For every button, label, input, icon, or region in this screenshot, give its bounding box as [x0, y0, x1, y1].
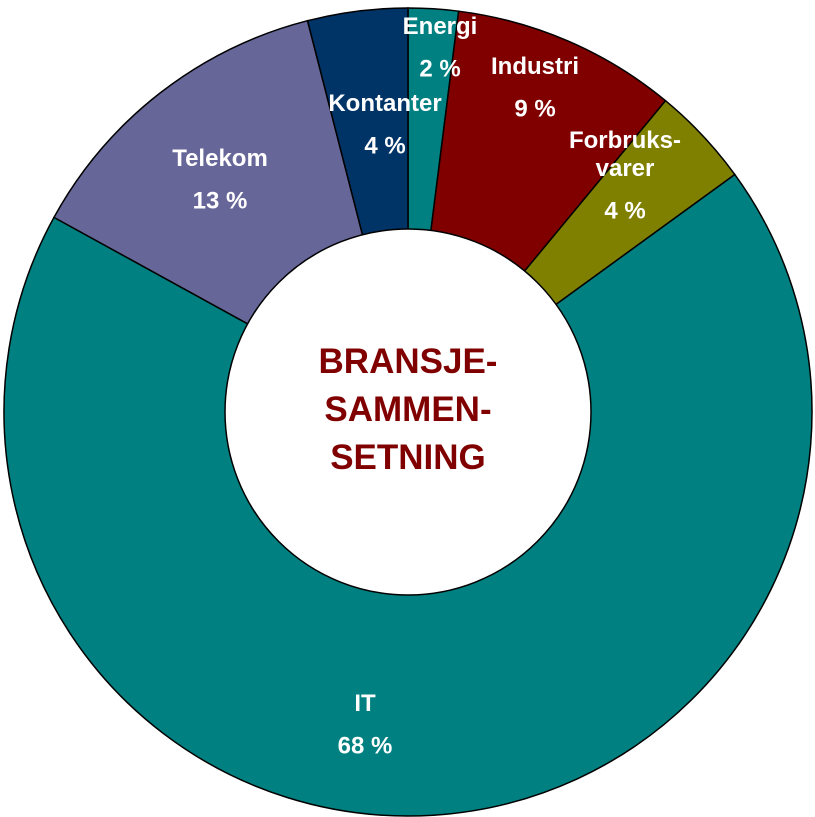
slice-label: Energi: [403, 13, 478, 40]
chart-title: BRANSJE-SAMMEN-SETNING: [319, 342, 498, 477]
slice-label: Telekom: [172, 145, 268, 172]
value-label: 4 %: [364, 132, 405, 159]
value-label: 13 %: [193, 187, 248, 214]
value-label: 4 %: [604, 197, 645, 224]
donut-hole: [224, 228, 592, 596]
value-label: 9 %: [514, 95, 555, 122]
value-label: 68 %: [338, 732, 393, 759]
slice-label: Industri: [491, 53, 579, 80]
slice-label: Kontanter: [328, 90, 441, 117]
slice-label: IT: [354, 690, 376, 717]
slice-label: Forbruks-varer: [569, 127, 681, 182]
value-label: 2 %: [419, 55, 460, 82]
